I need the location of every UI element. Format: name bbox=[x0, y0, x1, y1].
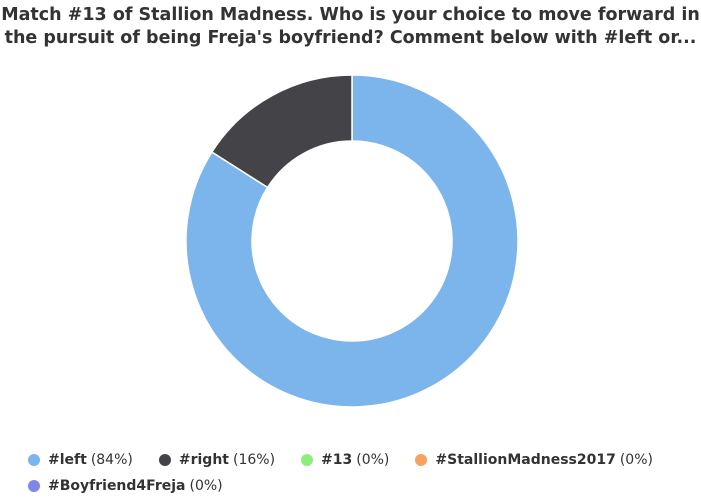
legend-item-right[interactable]: #right (16%) bbox=[158, 452, 276, 468]
legend-item-left[interactable]: #left (84%) bbox=[28, 452, 133, 468]
chart-title: Match #13 of Stallion Madness. Who is yo… bbox=[0, 4, 701, 50]
legend-swatch-stallionmadness2017 bbox=[415, 454, 428, 466]
legend-swatch-right bbox=[158, 454, 171, 466]
legend-item-13[interactable]: #13 (0%) bbox=[301, 452, 389, 468]
legend-label-left: #left bbox=[48, 452, 87, 468]
legend-percent-left: (84%) bbox=[90, 452, 133, 468]
chart-title-line-1: Match #13 of Stallion Madness. Who is yo… bbox=[1, 5, 700, 25]
legend-percent-13: (0%) bbox=[356, 452, 390, 468]
chart-title-line-2: the pursuit of being Freja's boyfriend? … bbox=[4, 28, 697, 48]
legend-percent-stallionmadness2017: (0%) bbox=[619, 452, 653, 468]
legend-percent-right: (16%) bbox=[232, 452, 276, 468]
slice-left[interactable] bbox=[185, 74, 519, 408]
legend-label-boyfriend4freja: #Boyfriend4Freja bbox=[48, 478, 186, 494]
legend-swatch-boyfriend4freja bbox=[28, 480, 40, 492]
legend-label-right: #right bbox=[178, 452, 229, 468]
legend-swatch-13 bbox=[301, 454, 314, 466]
legend-row-1: #left (84%) #right (16%) #13 (0%) #Stall… bbox=[28, 447, 698, 473]
legend-percent-boyfriend4freja: (0%) bbox=[189, 478, 223, 494]
chart-legend: #left (84%) #right (16%) #13 (0%) #Stall… bbox=[28, 447, 698, 499]
legend-row-2: #Boyfriend4Freja (0%) bbox=[28, 473, 698, 499]
legend-label-13: #13 bbox=[321, 452, 353, 468]
legend-item-stallionmadness2017[interactable]: #StallionMadness2017 (0%) bbox=[415, 452, 653, 468]
legend-item-boyfriend4freja[interactable]: #Boyfriend4Freja (0%) bbox=[28, 478, 223, 494]
legend-swatch-left bbox=[28, 454, 40, 466]
slice-right[interactable] bbox=[211, 74, 353, 189]
legend-label-stallionmadness2017: #StallionMadness2017 bbox=[435, 452, 616, 468]
